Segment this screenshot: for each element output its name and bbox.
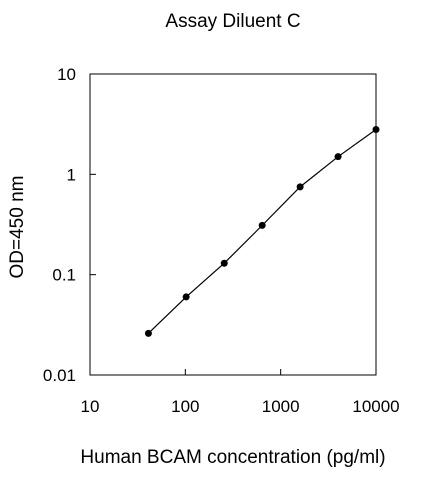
plot-area xyxy=(89,73,380,376)
data-point xyxy=(296,183,304,191)
data-point xyxy=(334,153,342,161)
data-point xyxy=(182,293,190,301)
series-layer xyxy=(144,125,380,337)
y-tick-label: 0.1 xyxy=(52,266,76,285)
data-point xyxy=(258,221,266,229)
x-tick-label: 10 xyxy=(81,397,100,416)
y-tick-label: 0.01 xyxy=(43,366,76,385)
x-axis-ticks: 10 100 1000 10000 xyxy=(81,369,400,416)
y-axis-title: OD=450 nm xyxy=(7,176,28,279)
data-point xyxy=(144,329,152,337)
chart-title: Assay Diluent C xyxy=(165,11,300,32)
x-tick-label: 100 xyxy=(171,397,199,416)
y-axis-ticks: 0.01 0.1 1 10 xyxy=(43,65,96,385)
data-point xyxy=(372,125,380,133)
data-point xyxy=(220,259,228,267)
y-tick-label: 1 xyxy=(67,165,76,184)
x-tick-label: 1000 xyxy=(262,397,300,416)
series-line xyxy=(148,128,377,334)
x-tick-label: 10000 xyxy=(352,397,399,416)
x-axis-title: Human BCAM concentration (pg/ml) xyxy=(80,447,385,468)
plot-frame xyxy=(89,73,377,376)
y-tick-label: 10 xyxy=(57,65,76,84)
